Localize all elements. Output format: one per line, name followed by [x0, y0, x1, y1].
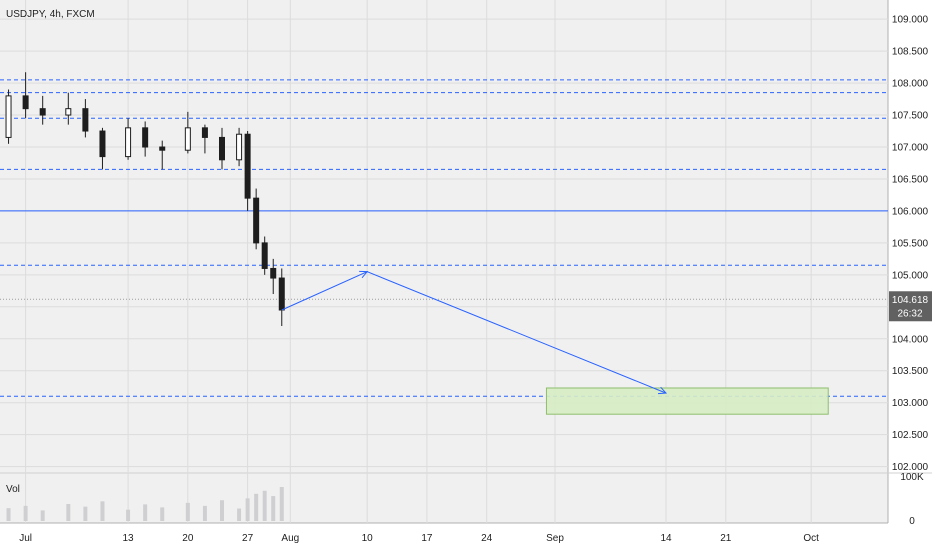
- volume-bar: [237, 508, 242, 521]
- candle-body: [261, 242, 268, 269]
- volume-bar: [279, 487, 284, 521]
- candle-body: [39, 108, 46, 116]
- price-tick-label: 103.500: [892, 366, 929, 377]
- price-tick-label: 102.500: [892, 430, 929, 441]
- candles: [5, 72, 285, 326]
- price-tick-label: 105.000: [892, 270, 929, 281]
- price-tick-label: 102.000: [892, 462, 929, 473]
- projection-arrowhead-down: [657, 386, 668, 395]
- price-tick-label: 104.000: [892, 334, 929, 345]
- price-tick-label: 105.500: [892, 238, 929, 249]
- volume-bar: [143, 504, 148, 521]
- volume-axis-zero: 0: [909, 516, 915, 527]
- price-tick-label: 103.000: [892, 398, 929, 409]
- price-tick-label: 107.000: [892, 143, 929, 154]
- volume-bar: [66, 504, 71, 521]
- price-axis-background: [888, 0, 932, 550]
- volume-bar: [83, 506, 88, 521]
- time-axis-label: 27: [242, 533, 254, 544]
- target-zone-group[interactable]: [545, 387, 829, 415]
- target-zone: [545, 387, 829, 415]
- volume-axis-high: 100K: [900, 472, 924, 483]
- bar-countdown: 26:32: [897, 308, 922, 319]
- price-tick-label: 109.000: [892, 15, 929, 26]
- time-axis-label: 13: [123, 533, 135, 544]
- time-axis-background: [0, 523, 888, 550]
- candle-body: [219, 136, 225, 161]
- candle-body: [5, 95, 12, 138]
- time-axis-labels: Jul 13 20 27 Aug 10 17 24 Sep 14 21 Oct: [19, 533, 819, 544]
- last-price-label: 104.618: [892, 295, 929, 306]
- symbol-title[interactable]: USDJPY, 4h, FXCM: [6, 9, 95, 20]
- volume-bar: [185, 502, 190, 521]
- price-tick-label: 108.500: [892, 47, 929, 58]
- candle-body: [184, 127, 191, 151]
- price-tick-label: 108.000: [892, 79, 929, 90]
- last-price-tag[interactable]: 104.618 26:32: [889, 291, 932, 322]
- volume-bar: [6, 508, 11, 521]
- time-axis-label: Sep: [546, 533, 564, 544]
- time-axis-label: 17: [421, 533, 433, 544]
- candle-body: [270, 267, 277, 279]
- volume-bar: [126, 509, 131, 521]
- candle-body: [82, 108, 89, 132]
- candle-body: [159, 146, 166, 151]
- candle-body: [99, 130, 106, 158]
- projection-path[interactable]: [281, 270, 668, 395]
- candle-body: [22, 95, 29, 110]
- volume-bars: [6, 487, 284, 521]
- time-axis-label: 21: [720, 533, 732, 544]
- price-tick-label: 106.500: [892, 174, 929, 185]
- volume-bar: [271, 496, 276, 521]
- candle-body: [142, 127, 149, 148]
- candle-body: [65, 108, 72, 116]
- time-axis-label: Oct: [803, 533, 819, 544]
- price-pane-background: [0, 0, 888, 523]
- volume-label: Vol: [6, 484, 20, 495]
- time-axis-label: 24: [481, 533, 493, 544]
- price-tick-label: 107.500: [892, 111, 929, 122]
- candle-body: [125, 127, 132, 158]
- time-axis-label: Aug: [281, 533, 299, 544]
- last-price-background: [889, 291, 932, 322]
- time-axis-label: 20: [182, 533, 194, 544]
- volume-bar: [245, 498, 250, 521]
- price-axis-ticks: 109.000 108.500 108.000 107.500 107.000 106.5…: [892, 15, 929, 473]
- candle-body: [253, 197, 260, 244]
- volume-bar: [202, 505, 207, 521]
- candle-body: [278, 277, 285, 311]
- volume-bar: [23, 505, 28, 521]
- time-axis-label: Jul: [19, 533, 32, 544]
- projection-arrowhead-up: [359, 270, 369, 279]
- candle-body: [236, 133, 243, 161]
- time-axis-label: 10: [362, 533, 374, 544]
- price-tick-label: 106.000: [892, 206, 929, 217]
- time-axis-label: 14: [660, 533, 672, 544]
- candle-body: [244, 133, 251, 199]
- volume-bar: [254, 493, 259, 521]
- candle-body: [201, 127, 208, 138]
- volume-bar: [160, 507, 165, 521]
- volume-bar: [220, 500, 224, 521]
- volume-bar: [100, 501, 105, 521]
- volume-bar: [262, 490, 267, 521]
- horizontal-levels[interactable]: [0, 79, 888, 397]
- volume-bar: [40, 510, 45, 521]
